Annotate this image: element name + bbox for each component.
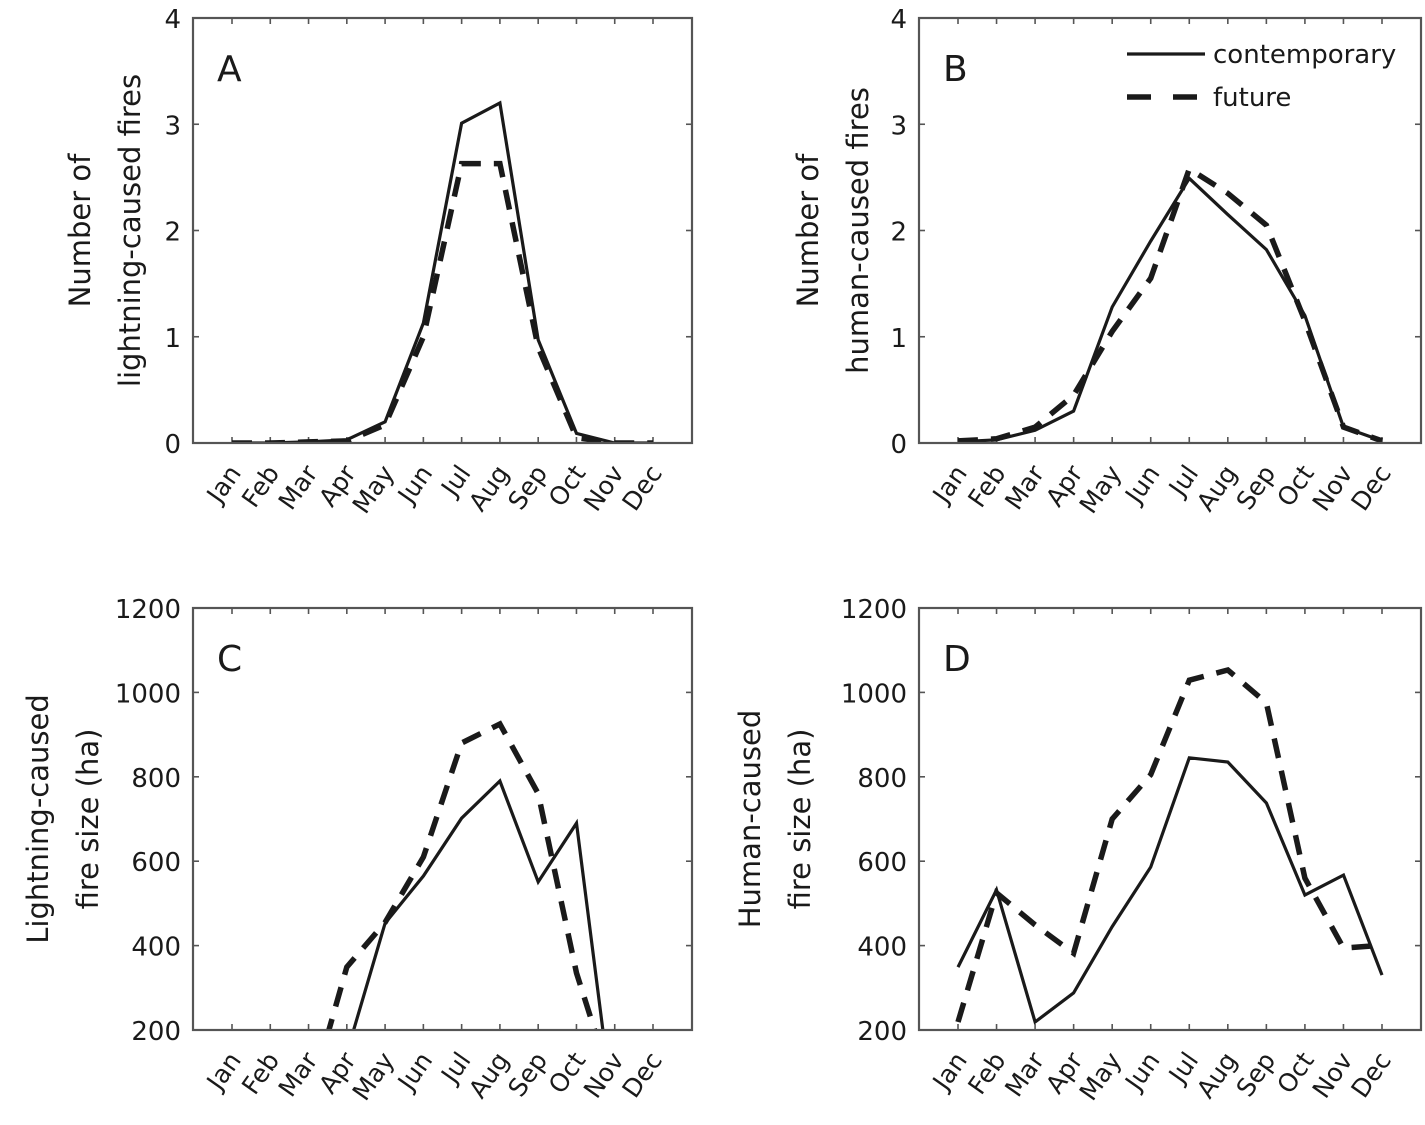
x-tick-label: Jan [200,1047,247,1097]
y-tick-label: 200 [857,1017,907,1047]
x-tick-label: Jan [926,1047,973,1097]
x-tick-label: Aug [463,460,515,517]
x-tick-label: Jun [1118,1047,1165,1097]
y-tick-label: 0 [890,430,907,460]
x-tick-label: Feb [236,1047,285,1100]
x-tick-label: Jun [391,460,438,510]
legend-label: future [1213,83,1291,113]
legend-label: contemporary [1213,40,1396,70]
x-tick-label: Sep [502,1047,553,1102]
panel-label: D [943,639,971,680]
series-group [232,100,653,443]
y-tick-label: 3 [890,111,907,141]
x-tick-label: May [1074,460,1128,519]
series-group [955,666,1384,1025]
x-tick-label: Feb [962,460,1011,513]
y-tick-label: 1 [890,324,907,354]
series-line-future [955,666,1383,1023]
y-tick-label: 600 [131,848,181,878]
y-axis-label: Human-caused [733,710,767,929]
y-tick-label: 800 [857,764,907,794]
y-tick-label: 1200 [841,595,907,625]
x-tick-label: Sep [1230,1047,1281,1102]
y-tick-label: 1 [164,324,181,354]
x-tick-label: Aug [463,1047,515,1104]
y-axis-label: Lightning-caused [21,694,55,944]
y-tick-label: 1000 [115,679,181,709]
series-line-future [326,720,598,1030]
series-line-contemporary [956,756,1384,1025]
x-tick-label: Dec [616,1047,668,1103]
x-tick-label: Mar [273,1046,324,1102]
x-tick-label: Dec [616,460,668,516]
panel-b: JanFebMarAprMayJunJulAugSepOctNovDec0123… [791,5,1423,519]
x-tick-label: Aug [1191,1047,1243,1104]
y-tick-label: 1200 [115,595,181,625]
y-tick-label: 400 [131,933,181,963]
y-tick-label: 3 [164,111,181,141]
y-tick-label: 4 [164,5,181,35]
y-tick-label: 4 [890,5,907,35]
axes-frame [191,16,694,445]
panel-label: C [217,639,242,680]
x-tick-label: Jan [926,460,973,510]
panel-a: JanFebMarAprMayJunJulAugSepOctNovDec0123… [63,5,694,519]
y-tick-label: 0 [164,430,181,460]
axes-frame [917,606,1423,1032]
x-tick-label: Nov [578,1047,630,1104]
x-tick-label: Nov [578,460,630,517]
y-tick-label: 1000 [841,679,907,709]
x-tick-label: May [1074,1047,1128,1106]
legend: contemporary future [1127,40,1396,113]
x-tick-label: Dec [1345,460,1397,516]
x-tick-label: Mar [273,459,324,515]
x-tick-label: Mar [999,459,1050,515]
x-tick-label: Nov [1307,460,1359,517]
x-tick-label: Jun [391,1047,438,1097]
x-tick-label: Nov [1307,1047,1359,1104]
y-axis-label: Number of [791,153,825,307]
y-tick-label: 800 [131,764,181,794]
panel-label: B [943,49,968,90]
axes-frame [191,606,694,1032]
series-line-future [957,164,1383,443]
y-axis-label: Number of [63,153,97,307]
y-tick-label: 400 [857,933,907,963]
y-axis-label: fire size (ha) [783,729,817,910]
panel-d: JanFebMarAprMayJunJulAugSepOctNovDec2004… [733,595,1423,1106]
series-group [957,164,1383,443]
x-tick-label: Feb [236,460,285,513]
x-tick-label: Aug [1191,460,1243,517]
panel-c: JanFebMarAprMayJunJulAugSepOctNovDec2004… [21,595,694,1106]
y-axis-label: human-caused fires [841,87,875,374]
x-tick-label: May [347,1047,401,1106]
panel-label: A [217,49,242,90]
y-tick-label: 2 [890,218,907,248]
axes-frame [917,16,1423,445]
x-tick-label: Mar [999,1046,1050,1102]
y-axis-label: fire size (ha) [71,729,105,910]
series-line-future [232,160,653,443]
y-tick-label: 200 [131,1017,181,1047]
x-tick-label: Jun [1118,460,1165,510]
x-tick-label: Dec [1345,1047,1397,1103]
x-tick-label: Feb [962,1047,1011,1100]
x-tick-label: Jan [200,460,247,510]
x-tick-label: May [347,460,401,519]
y-tick-label: 600 [857,848,907,878]
y-axis-label: lightning-caused fires [113,74,147,387]
series-group [326,720,605,1030]
x-tick-label: Sep [502,460,553,515]
y-tick-label: 2 [164,218,181,248]
x-tick-label: Sep [1230,460,1281,515]
series-line-contemporary [232,100,653,443]
